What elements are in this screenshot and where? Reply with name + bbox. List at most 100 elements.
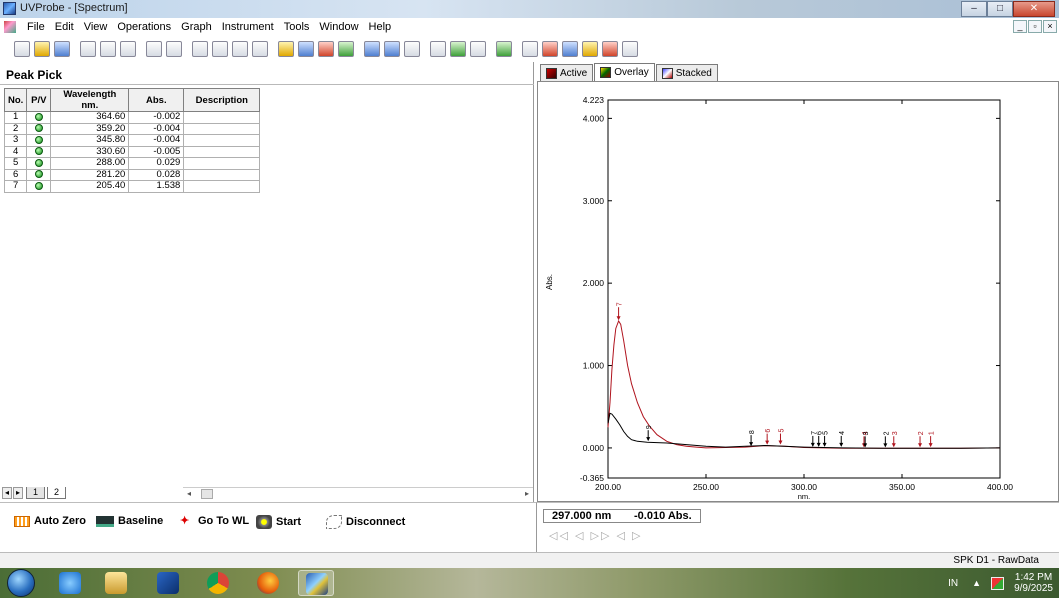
wavelength-cell[interactable]: 345.80 <box>50 134 130 147</box>
peak-type-cell[interactable] <box>26 157 52 170</box>
menu-window[interactable]: Window <box>319 21 359 33</box>
wavelength-cell[interactable]: 330.60 <box>50 145 130 158</box>
sheet-tab-1[interactable]: 1 <box>26 487 46 499</box>
peak-type-cell[interactable] <box>26 122 52 135</box>
zoom-area-icon[interactable] <box>364 41 380 57</box>
column-header-wavelength[interactable]: Wavelength nm. <box>50 88 130 112</box>
wavelength-cell[interactable]: 359.20 <box>50 122 130 135</box>
spectrum-tool-icon[interactable] <box>622 41 638 57</box>
abs-cell[interactable]: -0.002 <box>128 111 185 124</box>
column-header-abs[interactable]: Abs. <box>128 88 185 112</box>
open-folder-icon[interactable] <box>34 41 50 57</box>
column-header-no[interactable]: No. <box>3 88 28 112</box>
description-cell[interactable] <box>183 122 261 135</box>
tab-stacked[interactable]: Stacked <box>655 64 718 81</box>
undo-icon[interactable] <box>192 41 208 57</box>
go-to-wl-button[interactable]: ✦ Go To WL <box>180 515 249 527</box>
firefox-icon[interactable] <box>250 570 286 596</box>
horizontal-scrollbar[interactable]: ◂ ▸ <box>183 487 533 499</box>
table-row[interactable]: 2 359.20 -0.004 <box>3 122 261 135</box>
tab-overlay[interactable]: Overlay <box>594 63 655 81</box>
description-cell[interactable] <box>183 111 261 124</box>
menu-tools[interactable]: Tools <box>283 21 310 33</box>
connect-icon[interactable] <box>496 41 512 57</box>
start-menu-icon[interactable] <box>7 569 35 597</box>
redo-dropdown-icon[interactable] <box>252 41 268 57</box>
disconnect-button[interactable]: Disconnect <box>326 515 405 529</box>
baseline-button[interactable]: Baseline <box>96 515 163 527</box>
show-hidden-icons-icon[interactable]: ▲ <box>972 578 982 588</box>
mdi-close-button[interactable]: × <box>1043 20 1057 33</box>
method-icon[interactable] <box>278 41 294 57</box>
table-row[interactable]: 4 330.60 -0.005 <box>3 145 261 158</box>
menu-operations[interactable]: Operations <box>117 21 172 33</box>
sheet-next-icon[interactable]: ▸ <box>13 487 23 499</box>
paste-icon[interactable] <box>120 41 136 57</box>
cut-icon[interactable] <box>80 41 96 57</box>
sheet-tab-2[interactable]: 2 <box>47 487 67 499</box>
language-indicator[interactable]: IN <box>948 577 959 589</box>
table-row[interactable]: 3 345.80 -0.004 <box>3 134 261 147</box>
derivative-icon[interactable] <box>562 41 578 57</box>
zoom-icon[interactable] <box>404 41 420 57</box>
start-button[interactable]: Start <box>256 515 301 529</box>
menu-help[interactable]: Help <box>368 21 392 33</box>
cursor-nav-arrows[interactable]: ◁◁ ◁ ▷▷ ◁ ▷ <box>549 530 643 542</box>
description-cell[interactable] <box>183 134 261 147</box>
peak-type-cell[interactable] <box>26 180 52 193</box>
menu-edit[interactable]: Edit <box>54 21 74 33</box>
menu-view[interactable]: View <box>83 21 108 33</box>
graph-settings-icon[interactable] <box>318 41 334 57</box>
file-explorer-icon[interactable] <box>98 570 134 596</box>
document-menu-icon[interactable] <box>4 21 16 33</box>
menu-graph[interactable]: Graph <box>181 21 212 33</box>
arithmetic-icon[interactable] <box>542 41 558 57</box>
column-header-description[interactable]: Description <box>183 88 261 112</box>
redo-icon[interactable] <box>232 41 248 57</box>
peak-type-cell[interactable] <box>26 168 52 181</box>
copy-icon[interactable] <box>100 41 116 57</box>
spectrum-chart[interactable]: -0.365 0.000 1.000 2.000 3.000 4.000 4.223 200.… <box>538 82 1058 501</box>
chrome-icon[interactable] <box>200 570 236 596</box>
uvprobe-app-icon[interactable] <box>3 2 16 15</box>
abs-cell[interactable]: 0.028 <box>128 168 185 181</box>
data-print-icon[interactable] <box>298 41 314 57</box>
abs-cell[interactable]: -0.004 <box>128 122 185 135</box>
new-file-icon[interactable] <box>14 41 30 57</box>
abs-cell[interactable]: -0.004 <box>128 134 185 147</box>
point-pick-icon[interactable] <box>450 41 466 57</box>
undo-dropdown-icon[interactable] <box>212 41 228 57</box>
print-icon[interactable] <box>146 41 162 57</box>
media-player-icon[interactable] <box>150 570 186 596</box>
table-row[interactable]: 7 205.40 1.538 <box>3 180 261 193</box>
smoothing-icon[interactable] <box>582 41 598 57</box>
tab-active[interactable]: Active <box>540 64 594 81</box>
description-cell[interactable] <box>183 168 261 181</box>
save-icon[interactable] <box>54 41 70 57</box>
plot-frame[interactable]: -0.365 0.000 1.000 2.000 3.000 4.000 4.223 200.… <box>537 81 1059 502</box>
table-row[interactable]: 5 288.00 0.029 <box>3 157 261 170</box>
sheet-prev-icon[interactable]: ◂ <box>2 487 12 499</box>
close-button[interactable]: ✕ <box>1013 1 1055 17</box>
abs-cell[interactable]: 1.538 <box>128 180 185 193</box>
instrument-icon[interactable] <box>338 41 354 57</box>
mdi-restore-button[interactable]: ▫ <box>1028 20 1042 33</box>
abs-cell[interactable]: -0.005 <box>128 145 185 158</box>
peak-type-cell[interactable] <box>26 111 52 124</box>
peak-type-cell[interactable] <box>26 134 52 147</box>
scrollbar-thumb[interactable] <box>201 489 213 499</box>
peak-type-cell[interactable] <box>26 145 52 158</box>
table-row[interactable]: 6 281.20 0.028 <box>3 168 261 181</box>
mdi-minimize-button[interactable]: _ <box>1013 20 1027 33</box>
menu-instrument[interactable]: Instrument <box>221 21 274 33</box>
internet-explorer-icon[interactable] <box>52 570 88 596</box>
print-preview-icon[interactable] <box>166 41 182 57</box>
wavelength-cell[interactable]: 281.20 <box>50 168 130 181</box>
zoom-reset-icon[interactable] <box>384 41 400 57</box>
peak-area-icon[interactable] <box>602 41 618 57</box>
scroll-left-icon[interactable]: ◂ <box>186 489 191 498</box>
column-header-pv[interactable]: P/V <box>26 88 52 112</box>
wavelength-cell[interactable]: 205.40 <box>50 180 130 193</box>
action-center-flag-icon[interactable] <box>991 576 1005 590</box>
description-cell[interactable] <box>183 180 261 193</box>
